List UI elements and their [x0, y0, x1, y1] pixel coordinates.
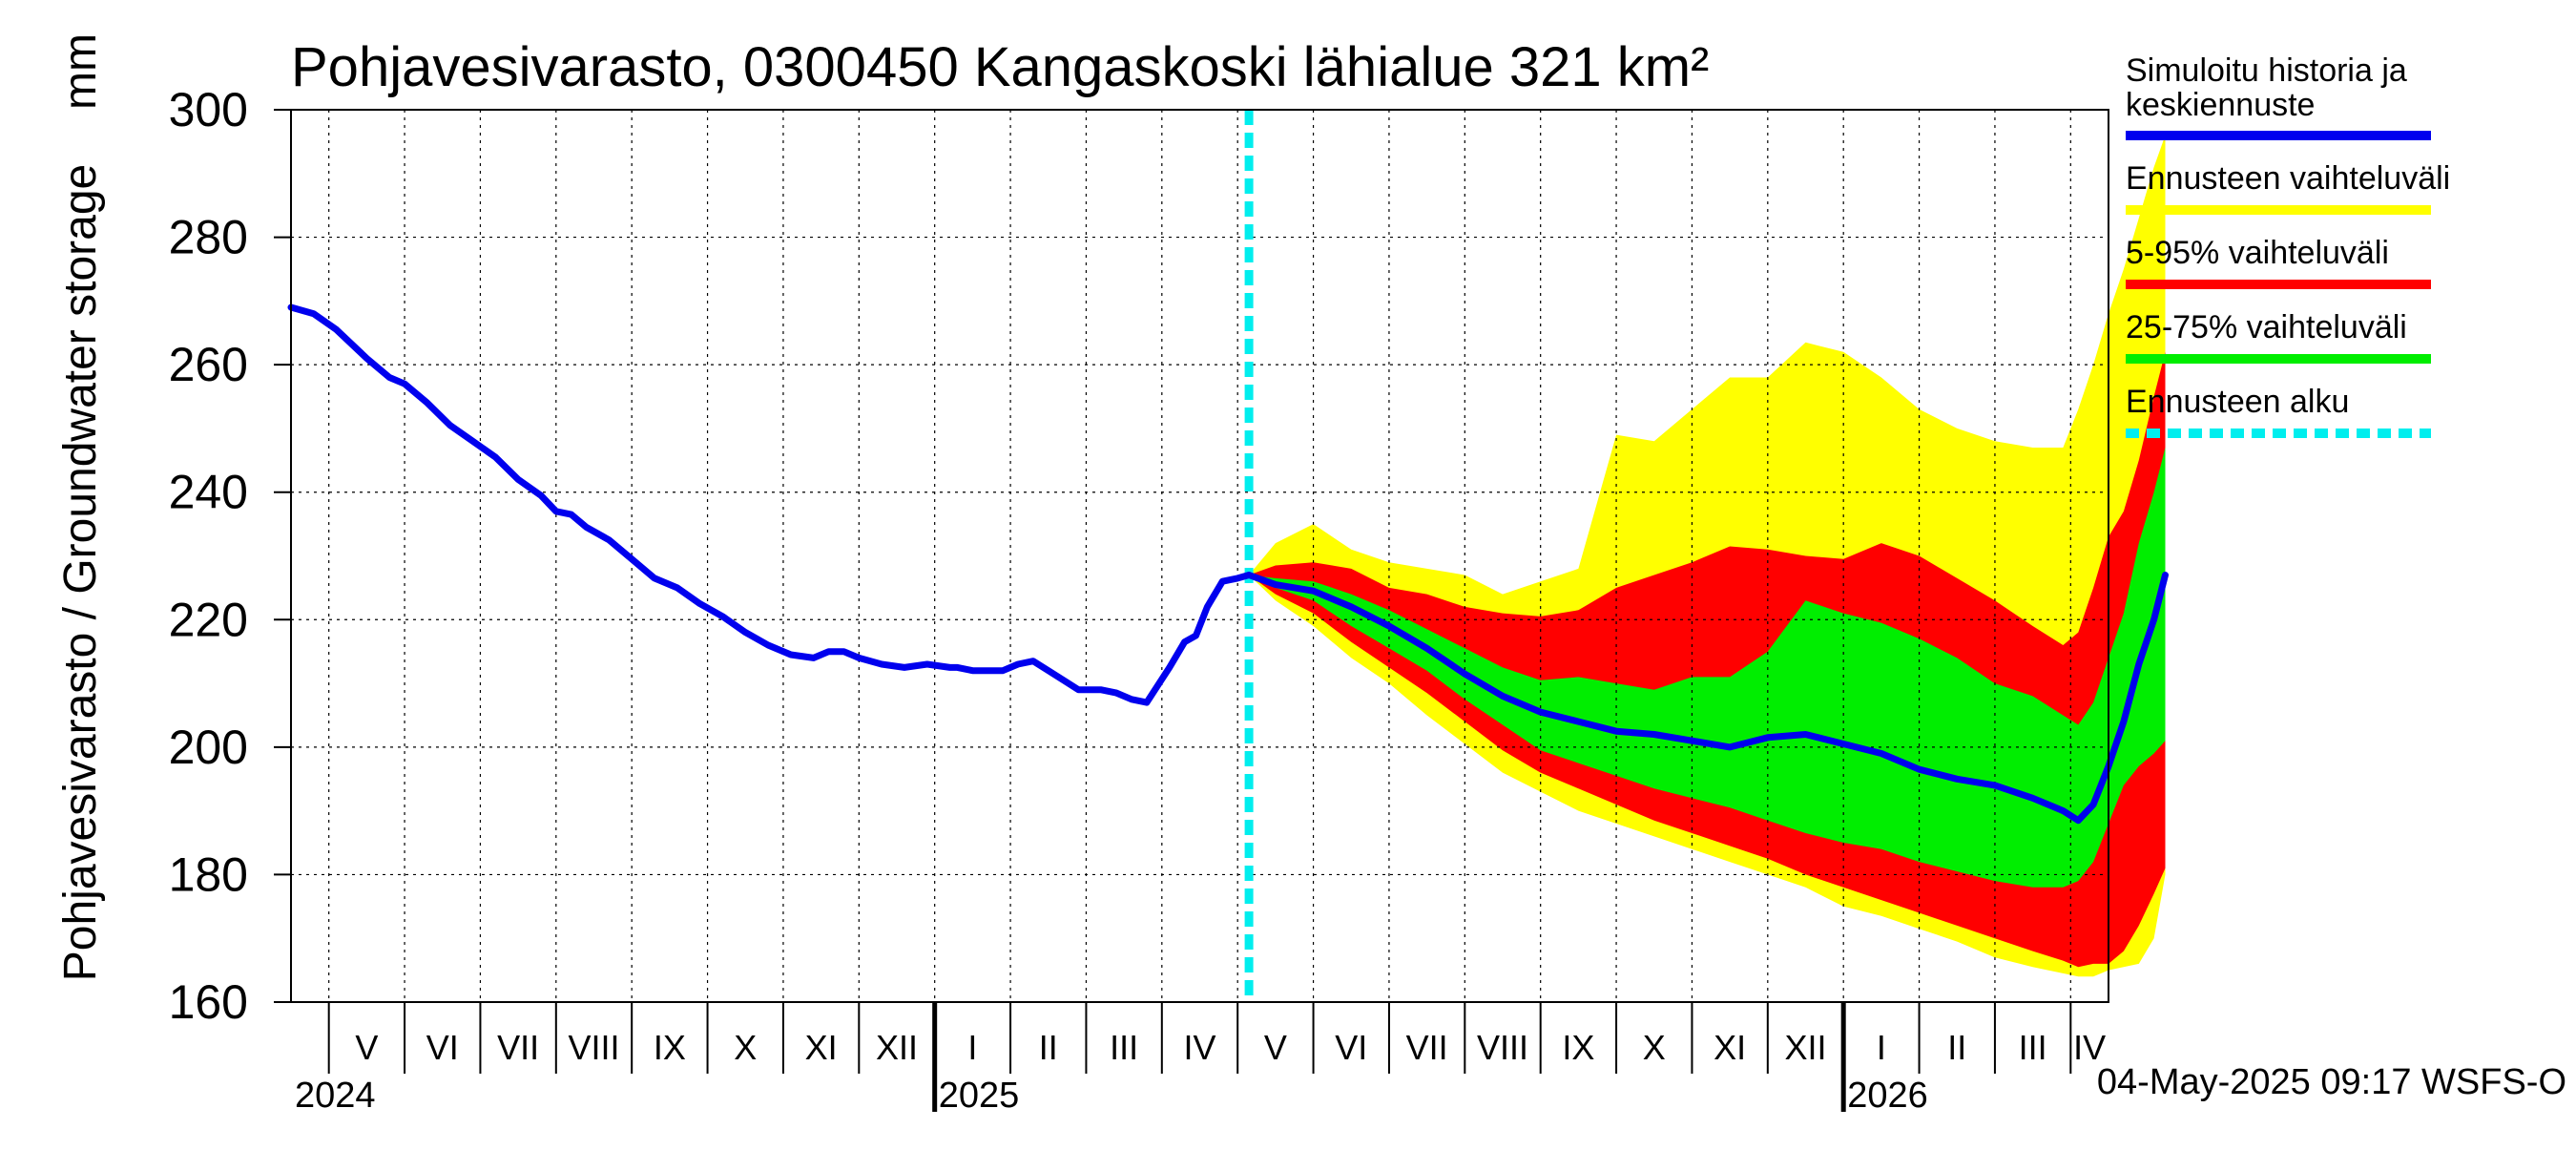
legend-label-0-line2: keskiennuste — [2126, 87, 2315, 123]
month-label-15: VIII — [1477, 1028, 1528, 1067]
timestamp-footer: 04-May-2025 09:17 WSFS-O — [2097, 1062, 2566, 1102]
month-label-23: IV — [2073, 1028, 2106, 1067]
legend-label-2: 5-95% vaihteluväli — [2126, 235, 2389, 271]
month-label-12: V — [1264, 1028, 1287, 1067]
y-tick-label-300: 300 — [169, 83, 248, 136]
legend-label-0-line1: Simuloitu historia ja — [2126, 52, 2407, 89]
y-axis-unit: mm — [55, 33, 106, 110]
month-label-13: VI — [1335, 1028, 1367, 1067]
y-tick-label-240: 240 — [169, 466, 248, 519]
y-axis-label: Pohjavesivarasto / Groundwater storage — [55, 164, 106, 981]
month-label-2: VII — [497, 1028, 539, 1067]
month-label-5: X — [734, 1028, 757, 1067]
month-label-16: IX — [1562, 1028, 1594, 1067]
month-label-14: VII — [1406, 1028, 1448, 1067]
year-label-2024: 2024 — [295, 1076, 376, 1116]
year-label-2025: 2025 — [939, 1076, 1020, 1116]
legend-label-4: Ennusteen alku — [2126, 384, 2349, 420]
plot-frame — [290, 109, 2109, 1003]
month-label-18: XI — [1714, 1028, 1746, 1067]
month-label-9: II — [1039, 1028, 1058, 1067]
y-tick-label-180: 180 — [169, 847, 248, 901]
y-tick-label-220: 220 — [169, 593, 248, 646]
month-label-10: III — [1110, 1028, 1138, 1067]
month-label-8: I — [967, 1028, 977, 1067]
history-line — [287, 303, 1253, 706]
y-tick-label-160: 160 — [169, 975, 248, 1029]
month-label-17: X — [1643, 1028, 1666, 1067]
year-label-2026: 2026 — [1847, 1076, 1928, 1116]
series-lines — [287, 110, 2169, 1002]
month-label-4: IX — [654, 1028, 686, 1067]
month-label-0: V — [355, 1028, 378, 1067]
legend-label-1: Ennusteen vaihteluväli — [2126, 160, 2450, 197]
y-tick-label-200: 200 — [169, 721, 248, 774]
chart-title: Pohjavesivarasto, 0300450 Kangaskoski lä… — [291, 36, 1709, 98]
month-label-20: I — [1877, 1028, 1886, 1067]
month-label-7: XII — [876, 1028, 918, 1067]
legend-label-3: 25-75% vaihteluväli — [2126, 309, 2407, 345]
month-label-21: II — [1947, 1028, 1966, 1067]
y-tick-label-260: 260 — [169, 338, 248, 391]
median-forecast-line — [1245, 572, 2169, 825]
band-25-75 — [1249, 448, 2166, 888]
forecast-bands — [1249, 135, 2166, 977]
month-label-19: XII — [1784, 1028, 1826, 1067]
month-label-22: III — [2019, 1028, 2047, 1067]
y-tick-label-280: 280 — [169, 211, 248, 264]
month-label-3: VIII — [568, 1028, 619, 1067]
month-label-1: VI — [426, 1028, 459, 1067]
plot-border — [290, 109, 2109, 1003]
month-label-11: IV — [1183, 1028, 1215, 1067]
month-label-6: XI — [805, 1028, 838, 1067]
